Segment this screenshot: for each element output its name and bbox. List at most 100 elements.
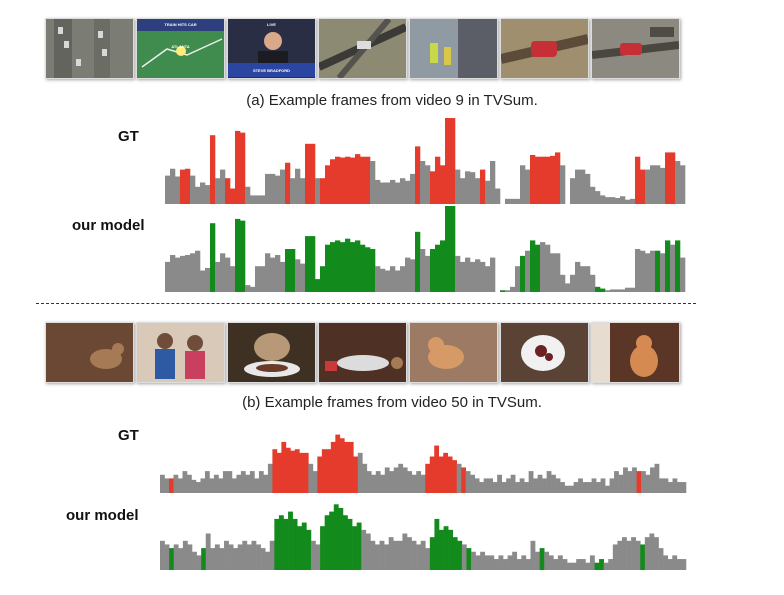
score-bar [497,474,502,493]
score-bar [204,471,210,493]
highlight-bar [443,452,449,493]
highlight-bar [540,156,546,204]
video-frame [500,322,589,383]
score-bar [672,555,678,570]
score-bar [270,173,276,204]
highlight-bar [288,511,293,570]
highlight-bar [466,548,472,570]
score-bar [560,165,566,204]
score-bar [644,537,650,570]
highlight-bar [599,559,604,570]
score-bar [425,255,431,292]
score-bar [265,551,271,570]
score-bar [195,482,201,493]
score-bar [245,186,251,204]
score-bar [195,250,201,292]
highlight-bar [670,152,676,204]
score-bar [525,250,531,292]
score-bar [425,165,431,204]
video-frame [409,18,498,79]
score-bar [560,482,565,493]
score-bar [567,562,572,570]
score-bar [590,186,596,204]
highlight-bar [655,250,661,292]
score-bar [425,548,431,570]
score-bar [605,197,611,204]
highlight-bar [600,288,606,292]
score-bar [490,161,496,204]
score-bar [410,173,416,204]
score-bar [200,270,206,292]
score-bar [510,286,516,292]
highlight-bar [281,441,287,493]
score-bar [191,479,197,493]
score-bar [530,540,536,570]
score-bar [361,529,367,570]
score-bar [275,175,281,204]
score-bar [645,253,651,292]
score-bar [605,485,610,493]
score-bar [393,467,399,493]
score-bar [220,169,226,204]
highlight-bar [452,460,458,493]
highlight-bar [344,441,350,493]
score-bar [610,197,616,204]
figure-b-caption: (b) Example frames from video 50 in TVSu… [242,394,542,411]
frame-overlay-text: LIVE [267,22,276,27]
highlight-bar [435,244,441,292]
highlight-bar [675,240,681,292]
score-bar [655,165,661,204]
score-bar [182,540,188,570]
highlight-bar [448,529,454,570]
score-bar [654,463,660,493]
score-bar [630,287,636,292]
highlight-bar [335,240,341,292]
score-bar [626,540,632,570]
score-bar [380,268,386,292]
score-bar [474,478,480,493]
highlight-bar [429,456,435,493]
score-bar [489,555,495,570]
score-bar [190,175,196,204]
highlight-bar [665,240,671,292]
score-bar [620,289,626,292]
score-bar [540,242,546,292]
highlight-bar [445,206,451,292]
score-bar [227,471,233,493]
video-frame [500,18,589,79]
highlight-bar [457,540,463,570]
score-bar [615,197,621,204]
score-bar [546,471,552,493]
frame-image [592,323,679,382]
highlight-bar [352,526,357,570]
score-bar [173,474,179,493]
score-bar [240,471,246,493]
highlight-bar [240,220,246,292]
score-bar [498,555,504,570]
frame-image [410,323,497,382]
score-bar [681,482,687,493]
score-bar [315,544,321,570]
model-label-b: our model [66,507,139,524]
score-bar [570,178,576,204]
highlight-bar [439,529,444,570]
score-bar [250,195,256,204]
video-frame [45,322,134,383]
score-bar [357,452,363,493]
score-bar [420,540,426,570]
score-bar [587,482,592,493]
score-bar [461,544,467,570]
highlight-bar [450,206,456,292]
video-frame [45,18,134,79]
score-bar [663,555,668,570]
score-bar [658,548,664,570]
score-bar [173,544,179,570]
highlight-bar [321,449,327,493]
score-bar [603,562,609,570]
score-bar [548,555,554,570]
highlight-bar [235,130,241,204]
highlight-bar [355,154,361,204]
score-bar [528,471,534,493]
score-bar [675,161,681,204]
highlight-bar [324,515,330,570]
